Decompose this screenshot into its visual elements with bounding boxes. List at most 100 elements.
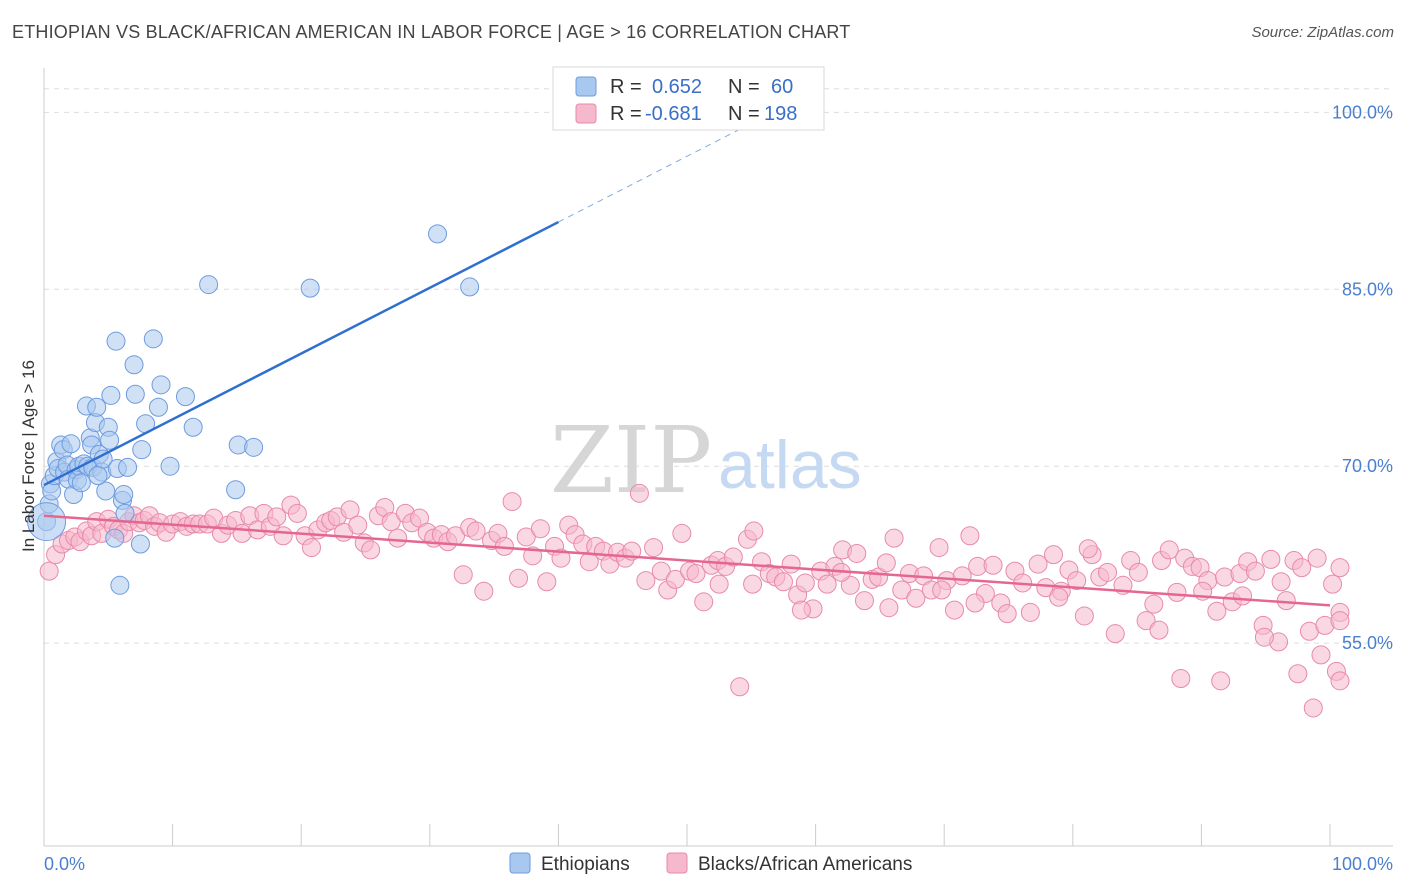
data-point-blacks — [466, 521, 486, 541]
data-point-blacks — [348, 515, 368, 535]
y-tick-label: 85.0% — [1342, 279, 1393, 299]
data-point-blacks — [644, 538, 664, 558]
data-point-ethiopians — [115, 503, 135, 523]
data-point-blacks — [1098, 562, 1118, 582]
data-point-blacks — [537, 572, 557, 592]
y-axis-label: In Labor Force | Age > 16 — [19, 360, 38, 552]
data-point-blacks — [287, 503, 307, 523]
data-point-blacks — [1128, 562, 1148, 582]
data-point-ethiopians — [226, 480, 246, 500]
legend-box: R = 0.652 N = 60 R = -0.681 N = 198 — [552, 66, 825, 131]
trend-lines — [43, 109, 1331, 607]
data-point-blacks — [965, 593, 985, 613]
x-tick-label: 0.0% — [44, 854, 85, 874]
data-point-ethiopians — [132, 440, 152, 460]
data-point-blacks — [1136, 611, 1156, 631]
y-tick-label: 70.0% — [1342, 456, 1393, 476]
data-point-blacks — [929, 538, 949, 558]
data-point-blacks — [665, 569, 685, 589]
bottom-legend: Ethiopians Blacks/African Americans — [509, 852, 912, 875]
data-point-ethiopians — [100, 430, 120, 450]
data-point-blacks — [1078, 539, 1098, 559]
data-point-blacks — [651, 561, 671, 581]
data-point-blacks — [509, 568, 529, 588]
data-point-blacks — [730, 677, 750, 697]
data-point-ethiopians — [96, 481, 116, 501]
legend-n-value-1: 60 — [771, 76, 793, 98]
data-point-blacks — [686, 564, 706, 584]
watermark: ZIP atlas — [550, 407, 862, 514]
watermark-zip: ZIP — [550, 407, 712, 514]
data-point-blacks — [1105, 624, 1125, 644]
data-point-ethiopians — [110, 575, 130, 595]
legend-n-label-1: N = — [728, 76, 760, 98]
data-point-blacks — [876, 553, 896, 573]
data-point-ethiopians — [130, 534, 150, 554]
data-point-blacks — [1271, 572, 1291, 592]
data-point-ethiopians — [183, 417, 203, 437]
data-point-blacks — [960, 526, 980, 546]
data-point-blacks — [847, 543, 867, 563]
data-point-blacks — [840, 575, 860, 595]
legend-r-value-2: -0.681 — [645, 103, 702, 125]
data-point-blacks — [1233, 586, 1253, 606]
data-point-blacks — [1144, 594, 1164, 614]
data-point-blacks — [1245, 561, 1265, 581]
data-point-blacks — [781, 554, 801, 574]
data-point-ethiopians — [87, 397, 107, 417]
data-point-blacks — [1303, 698, 1323, 718]
legend-swatch-blacks — [575, 103, 597, 124]
y-tick-label: 55.0% — [1342, 633, 1393, 653]
data-point-blacks — [1049, 587, 1069, 607]
data-point-blacks — [388, 528, 408, 548]
data-point-blacks — [1254, 627, 1274, 647]
data-point-blacks — [551, 548, 571, 568]
data-point-ethiopians — [151, 375, 171, 395]
bottom-legend-blacks: Blacks/African Americans — [698, 854, 912, 875]
legend-r-label-1: R = — [610, 76, 642, 98]
data-point-blacks — [1292, 558, 1312, 578]
data-point-blacks — [273, 526, 293, 546]
chart-title: ETHIOPIAN VS BLACK/AFRICAN AMERICAN IN L… — [12, 22, 851, 42]
data-point-blacks — [530, 519, 550, 539]
data-point-ethiopians — [199, 275, 219, 295]
data-point-blacks — [1028, 554, 1048, 574]
data-point-ethiopians — [114, 484, 134, 504]
legend-n-value-2: 198 — [764, 103, 797, 125]
data-point-blacks — [892, 580, 912, 600]
data-point-blacks — [854, 591, 874, 611]
data-point-blacks — [474, 581, 494, 601]
bottom-legend-swatch-blacks — [666, 852, 688, 874]
data-point-blacks — [795, 573, 815, 593]
series-blacks-african-americans — [39, 483, 1350, 718]
data-point-ethiopians — [71, 473, 91, 493]
data-point-blacks — [1171, 668, 1191, 688]
data-point-blacks — [997, 604, 1017, 624]
data-point-blacks — [1207, 601, 1227, 621]
data-point-blacks — [879, 598, 899, 618]
data-point-blacks — [744, 521, 764, 541]
data-point-blacks — [1311, 645, 1331, 665]
data-point-blacks — [1149, 620, 1169, 640]
data-point-blacks — [1074, 606, 1094, 626]
data-point-blacks — [1020, 602, 1040, 622]
data-point-blacks — [1067, 571, 1087, 591]
data-point-blacks — [1167, 582, 1187, 602]
y-tick-labels: 55.0% 70.0% 85.0% 100.0% — [1332, 102, 1393, 653]
data-point-blacks — [694, 592, 714, 612]
data-point-ethiopians — [88, 466, 108, 486]
data-point-blacks — [232, 523, 252, 543]
data-point-blacks — [791, 600, 811, 620]
data-point-blacks — [629, 483, 649, 503]
data-point-blacks — [723, 547, 743, 567]
data-point-blacks — [944, 600, 964, 620]
trend-line-blacks — [43, 514, 1331, 607]
data-point-ethiopians — [428, 224, 448, 244]
data-point-blacks — [1159, 540, 1179, 560]
data-point-ethiopians — [175, 387, 195, 407]
data-point-blacks — [906, 588, 926, 608]
data-point-blacks — [952, 566, 972, 586]
x-tick-label: 100.0% — [1332, 854, 1393, 874]
watermark-atlas: atlas — [718, 427, 862, 503]
